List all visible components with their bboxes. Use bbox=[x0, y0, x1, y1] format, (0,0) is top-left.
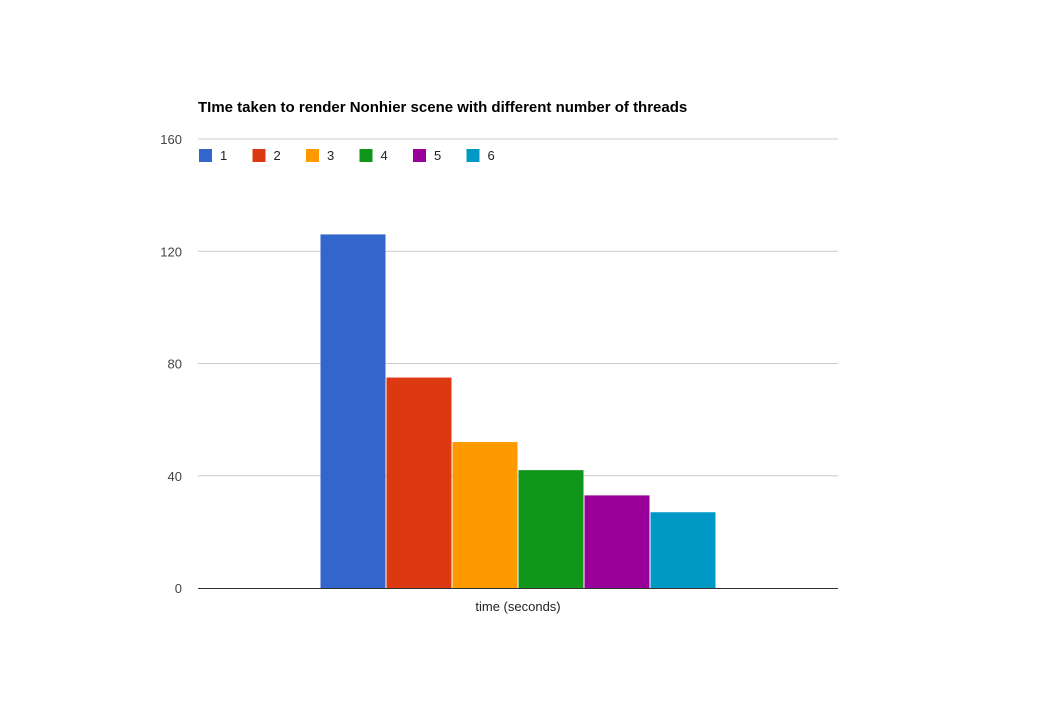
legend-label-6: 6 bbox=[488, 148, 495, 163]
y-tick-label: 120 bbox=[160, 244, 182, 259]
bar-series-2 bbox=[386, 377, 452, 588]
legend-swatch-3 bbox=[306, 149, 319, 162]
legend: 1 2 3 4 5 6 bbox=[199, 148, 495, 163]
legend-swatch-2 bbox=[252, 149, 266, 162]
y-axis-ticks: 0 40 80 120 160 bbox=[160, 132, 182, 596]
bar-series-5 bbox=[584, 495, 650, 588]
legend-label-4: 4 bbox=[381, 148, 388, 163]
y-tick-label: 160 bbox=[160, 132, 182, 147]
bar-series-3 bbox=[452, 442, 518, 588]
legend-swatch-1 bbox=[199, 149, 212, 162]
legend-label-3: 3 bbox=[327, 148, 334, 163]
legend-swatch-5 bbox=[413, 149, 426, 162]
y-tick-label: 0 bbox=[175, 581, 182, 596]
gridlines bbox=[198, 138, 838, 477]
legend-label-2: 2 bbox=[274, 148, 281, 163]
chart-title: TIme taken to render Nonhier scene with … bbox=[198, 99, 687, 116]
bar-series-4 bbox=[518, 470, 584, 588]
bar-series-1 bbox=[320, 234, 386, 588]
legend-swatch-6 bbox=[466, 149, 480, 162]
legend-swatch-4 bbox=[359, 149, 373, 162]
x-axis-label: time (seconds) bbox=[475, 599, 560, 614]
y-tick-label: 80 bbox=[168, 357, 182, 372]
bars bbox=[320, 234, 716, 588]
legend-label-1: 1 bbox=[220, 148, 227, 163]
y-tick-label: 40 bbox=[168, 469, 182, 484]
legend-label-5: 5 bbox=[434, 148, 441, 163]
bar-series-6 bbox=[650, 512, 716, 588]
